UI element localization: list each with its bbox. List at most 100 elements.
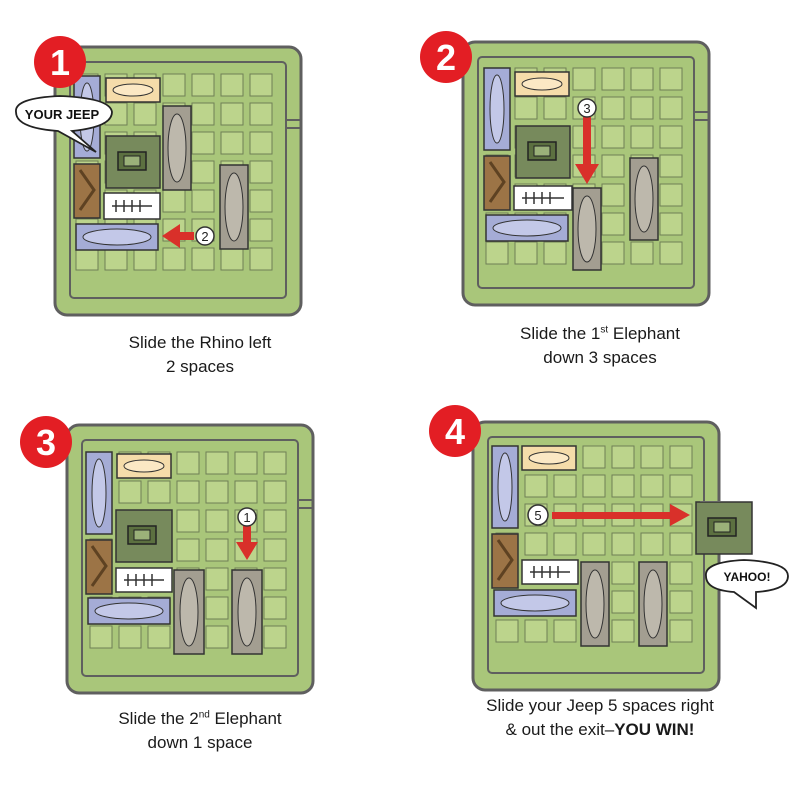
board-cell — [659, 212, 683, 236]
rhino-piece[interactable] — [485, 214, 569, 242]
board-cell — [220, 247, 244, 271]
step-number: 4 — [445, 411, 465, 452]
elephant-piece-2[interactable] — [638, 561, 668, 647]
lion-piece[interactable] — [116, 453, 172, 479]
step-caption: Slide the 1st Elephant down 3 spaces — [400, 322, 800, 370]
giraffe-piece[interactable] — [483, 67, 511, 151]
board-cell — [191, 160, 215, 184]
board-cell — [147, 625, 171, 649]
board-cell — [176, 451, 200, 475]
board-cell — [263, 451, 287, 475]
board-cell — [485, 241, 509, 265]
elephant-piece-1[interactable] — [580, 561, 610, 647]
board-cell — [669, 561, 693, 585]
jeep-piece[interactable] — [105, 135, 161, 189]
lion-piece[interactable] — [514, 71, 570, 97]
board-cell — [611, 590, 635, 614]
board-cell — [543, 241, 567, 265]
board-cell — [601, 125, 625, 149]
caption-line-1: Slide your Jeep 5 spaces right — [486, 696, 714, 715]
board-cell — [205, 596, 229, 620]
jeep-piece[interactable] — [115, 509, 173, 563]
lion-piece[interactable] — [521, 445, 577, 471]
board-cell — [205, 451, 229, 475]
giraffe-piece-brown[interactable] — [85, 539, 113, 595]
elephant-piece-2[interactable] — [231, 569, 263, 655]
board-cell — [249, 189, 273, 213]
board-cell — [611, 619, 635, 643]
board-cell — [553, 532, 577, 556]
elephant-piece-2[interactable] — [629, 157, 659, 241]
caption-line-1: Slide the Rhino left — [128, 333, 272, 352]
board-cell — [669, 532, 693, 556]
board-cell — [249, 102, 273, 126]
board-cell — [220, 73, 244, 97]
board-cell — [249, 73, 273, 97]
board-cell — [630, 96, 654, 120]
board-cell — [220, 131, 244, 155]
giraffe-piece[interactable] — [85, 451, 113, 535]
zebra-piece[interactable] — [521, 559, 579, 585]
board-cell — [514, 241, 538, 265]
giraffe-piece[interactable] — [491, 445, 519, 529]
step-2-illustration: 3 2 — [420, 31, 711, 307]
board-cell — [514, 96, 538, 120]
board-cell — [220, 102, 244, 126]
board-cell — [234, 451, 258, 475]
lion-piece[interactable] — [105, 77, 161, 103]
move-count-label: 3 — [583, 101, 590, 116]
zebra-piece[interactable] — [103, 192, 161, 220]
jeep-piece[interactable] — [695, 501, 753, 555]
rhino-piece[interactable] — [87, 597, 171, 625]
board-cell — [630, 67, 654, 91]
move-arrow-down: 3 — [575, 98, 599, 184]
elephant-piece-1[interactable] — [572, 187, 602, 271]
elephant-piece-1[interactable] — [173, 569, 205, 655]
board-cell — [601, 212, 625, 236]
caption-line-1: Slide the 2nd Elephant — [118, 709, 282, 728]
board-cell — [191, 189, 215, 213]
board-cell — [630, 125, 654, 149]
giraffe-piece-brown[interactable] — [483, 155, 511, 211]
board-cell — [263, 596, 287, 620]
board-cell — [601, 183, 625, 207]
board-cell — [263, 509, 287, 533]
zebra-piece[interactable] — [115, 567, 173, 593]
board-cell — [205, 625, 229, 649]
move-count-label: 2 — [201, 229, 208, 244]
move-arrow-right: 5 — [527, 504, 690, 526]
board-cell — [249, 160, 273, 184]
board-cell — [89, 625, 113, 649]
board-cell — [553, 474, 577, 498]
step-2-panel: 3 2 Slide the 1st Elephant down 3 spaces — [400, 0, 800, 394]
board-cell — [118, 625, 142, 649]
board-cell — [601, 154, 625, 178]
step-badge: 4 — [429, 405, 481, 457]
rhino-piece[interactable] — [493, 589, 577, 617]
elephant-piece-1[interactable] — [162, 105, 192, 191]
caption-line-1: Slide the 1st Elephant — [520, 324, 680, 343]
jeep-piece[interactable] — [515, 125, 571, 179]
speech-bubble: YOUR JEEP — [15, 95, 113, 153]
move-arrow-left: 2 — [162, 224, 215, 248]
board-cell — [524, 619, 548, 643]
board-cell — [640, 532, 664, 556]
caption-line-2: down 3 spaces — [543, 348, 657, 367]
board-cell — [118, 480, 142, 504]
board-cell — [601, 241, 625, 265]
board-cell — [234, 480, 258, 504]
elephant-piece-2[interactable] — [219, 164, 249, 250]
board-cell — [582, 474, 606, 498]
bubble-label: YAHOO! — [724, 570, 771, 584]
giraffe-piece-brown[interactable] — [73, 163, 101, 219]
board-cell — [669, 590, 693, 614]
board-cell — [162, 189, 186, 213]
board-cell — [249, 247, 273, 271]
board-cell — [104, 247, 128, 271]
zebra-piece[interactable] — [513, 185, 573, 211]
giraffe-piece-brown[interactable] — [491, 533, 519, 589]
rhino-piece[interactable] — [75, 223, 159, 251]
move-count-label: 1 — [243, 510, 250, 525]
step-4-panel: 5 YAHOO! 4 Slide your Jeep 5 spaces righ… — [400, 394, 800, 788]
board-cell — [495, 619, 519, 643]
